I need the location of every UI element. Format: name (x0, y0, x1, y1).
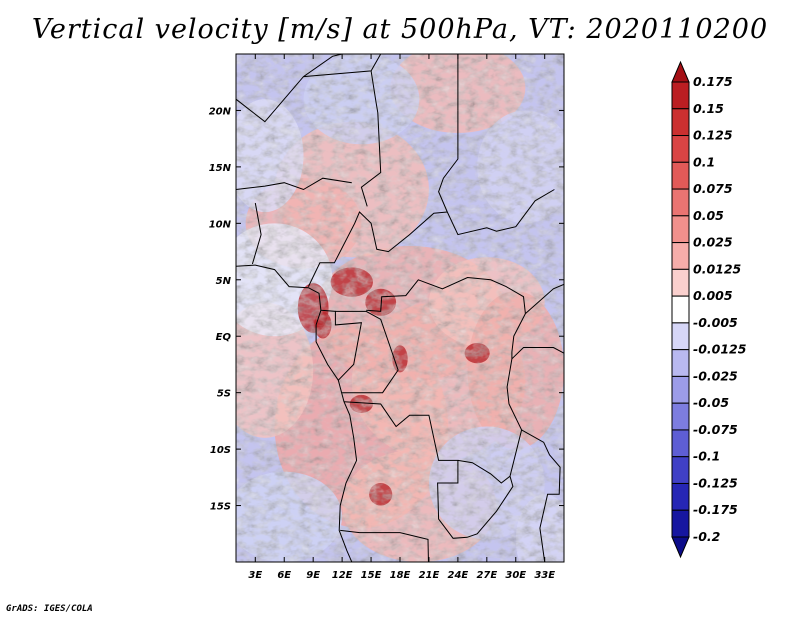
x-tick-label: 27E (476, 570, 497, 581)
border-line (236, 264, 358, 562)
border-line (340, 529, 429, 562)
colorbar-bin (671, 509, 690, 538)
colorbar-bin (671, 188, 690, 217)
border-line (511, 347, 564, 360)
colorbar-label: -0.005 (693, 315, 738, 330)
colorbar-bin (671, 482, 690, 511)
border-line (525, 283, 564, 314)
colorbar-label: -0.0125 (693, 342, 747, 357)
colorbar-bin (671, 215, 690, 244)
colorbar-label: -0.125 (693, 475, 738, 490)
y-tick-label: 10N (209, 219, 232, 230)
map-field (236, 54, 564, 562)
colorbar-label: 0.025 (693, 235, 733, 250)
colorbar-label: 0.005 (693, 288, 733, 303)
colorbar-bin (671, 268, 690, 297)
border-line (343, 401, 468, 539)
colorbar-bin (671, 135, 690, 163)
x-tick-label: 18E (390, 570, 411, 581)
colorbar-label: -0.2 (693, 529, 720, 544)
colorbar-bin (671, 108, 690, 137)
colorbar-label: 0.1 (693, 154, 715, 169)
colorbar-label: 0.15 (693, 101, 724, 116)
colorbar-label: -0.1 (693, 449, 720, 464)
colorbar-bin (671, 402, 690, 431)
border-line (506, 313, 526, 477)
colorbar-bin (671, 322, 690, 351)
x-tick-label: 21E (419, 570, 440, 581)
colorbar-bin (671, 295, 690, 324)
field-texture (236, 54, 564, 562)
colorbar-label: -0.175 (693, 502, 738, 517)
country-borders (236, 54, 564, 562)
chart-title: Vertical velocity [m/s] at 500hPa, VT: 2… (31, 14, 769, 45)
y-tick-label: EQ (216, 332, 232, 343)
border-line (251, 202, 262, 265)
colorbar-label: -0.025 (693, 368, 738, 383)
y-tick-label: 20N (209, 106, 232, 117)
x-tick-label: 30E (505, 570, 526, 581)
colorbar-label: 0.125 (693, 128, 733, 143)
y-tick-label: 15S (210, 502, 231, 513)
colorbar-bottom-arrow (671, 536, 690, 559)
colorbar-top-arrow (671, 60, 690, 83)
x-tick-label: 3E (248, 570, 262, 581)
border-line (366, 276, 526, 314)
y-tick-label: 10S (210, 445, 231, 456)
colorbar-bin (671, 81, 690, 110)
x-tick-label: 33E (534, 570, 555, 581)
y-tick-label: 15N (209, 163, 232, 174)
border-line (521, 429, 561, 562)
x-tick-label: 6E (277, 570, 291, 581)
colorbar-bin (671, 375, 690, 404)
colorbar-label: 0.05 (693, 208, 724, 223)
border-line (307, 211, 448, 287)
x-tick-label: 9E (306, 570, 320, 581)
x-tick-label: 15E (361, 570, 382, 581)
colorbar-bin (671, 456, 690, 484)
y-axis: 20N 15N 10N 5N EQ 5S 10S 15S (209, 106, 564, 513)
x-tick-label: 24E (448, 570, 469, 581)
y-tick-label: 5N (216, 276, 232, 287)
colorbar-label: 0.075 (693, 181, 733, 196)
colorbar: 0.175 0.15 0.125 0.1 0.075 0.05 0.025 0.0125 0.0… (671, 60, 747, 559)
colorbar-label: -0.075 (693, 422, 738, 437)
colorbar-bin (671, 242, 690, 270)
colorbar-label: -0.05 (693, 395, 729, 410)
colorbar-bin (671, 349, 690, 377)
x-axis: 3E 6E 9E 12E 15E 18E 21E 24E 27E 30E 33E (248, 54, 555, 581)
border-line (438, 110, 555, 236)
footer-credit: GrADS: IGES/COLA (6, 604, 93, 614)
border-line (236, 177, 352, 191)
border-line (360, 70, 382, 207)
colorbar-label: 0.0125 (693, 261, 742, 276)
colorbar-bin (671, 161, 690, 190)
y-tick-label: 5S (217, 389, 231, 400)
colorbar-label: 0.175 (693, 74, 733, 89)
border-line (335, 310, 399, 394)
x-tick-label: 12E (332, 570, 353, 581)
colorbar-bin (671, 429, 690, 458)
border-line (320, 309, 363, 381)
